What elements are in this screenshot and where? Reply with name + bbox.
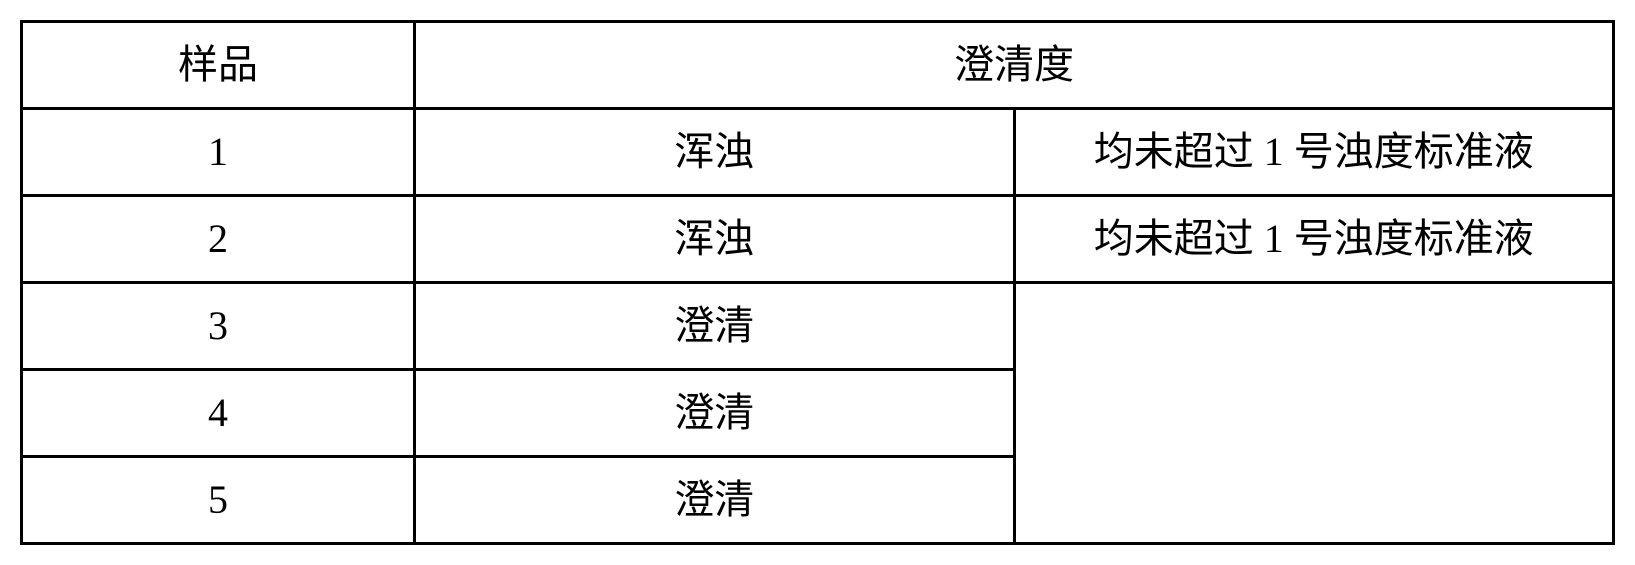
- cell-sample: 4: [22, 370, 415, 457]
- cell-clarity-state: 浑浊: [415, 196, 1015, 283]
- cell-clarity-state: 浑浊: [415, 109, 1015, 196]
- cell-clarity-state: 澄清: [415, 370, 1015, 457]
- table-row: 1 浑浊 均未超过 1 号浊度标准液: [22, 109, 1614, 196]
- cell-clarity-state: 澄清: [415, 457, 1015, 544]
- cell-clarity-state: 澄清: [415, 283, 1015, 370]
- cell-sample: 1: [22, 109, 415, 196]
- cell-clarity-note: 均未超过 1 号浊度标准液: [1014, 196, 1614, 283]
- table-row: 3 澄清: [22, 283, 1614, 370]
- cell-clarity-note: 均未超过 1 号浊度标准液: [1014, 109, 1614, 196]
- table-row: 2 浑浊 均未超过 1 号浊度标准液: [22, 196, 1614, 283]
- cell-sample: 5: [22, 457, 415, 544]
- cell-sample: 3: [22, 283, 415, 370]
- table-header-row: 样品 澄清度: [22, 22, 1614, 109]
- cell-clarity-note-merged: [1014, 283, 1614, 544]
- clarity-table: 样品 澄清度 1 浑浊 均未超过 1 号浊度标准液 2 浑浊 均未超过 1 号浊…: [20, 20, 1615, 545]
- header-clarity: 澄清度: [415, 22, 1614, 109]
- header-sample: 样品: [22, 22, 415, 109]
- cell-sample: 2: [22, 196, 415, 283]
